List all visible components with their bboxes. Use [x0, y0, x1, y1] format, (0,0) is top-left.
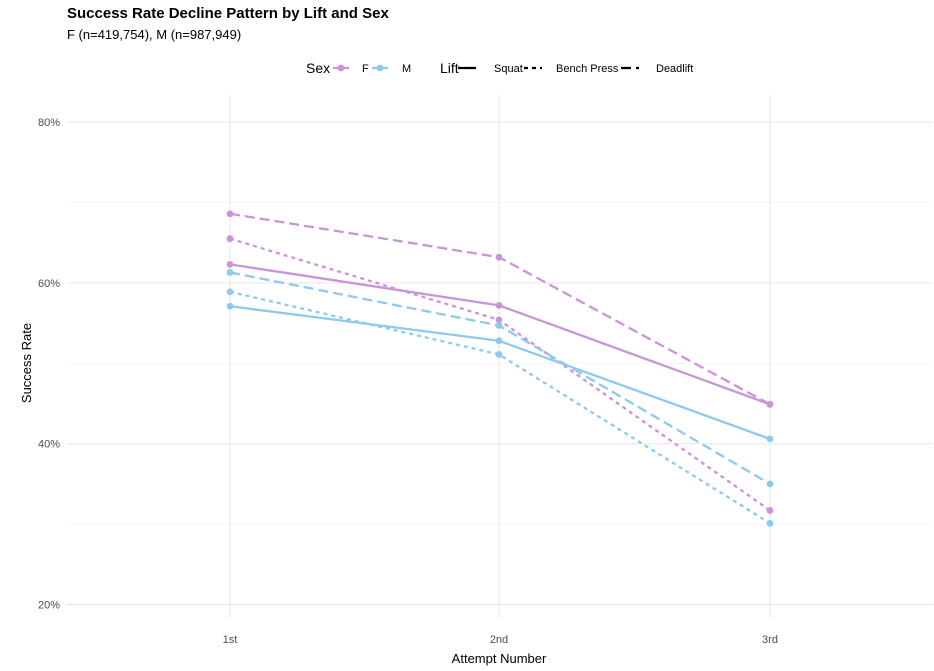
legend: Sex F M Lift Squat Bench Press Deadlift	[306, 60, 693, 76]
legend-label: F	[362, 63, 369, 75]
x-tick-label: 1st	[223, 634, 238, 646]
x-tick-label: 3rd	[762, 634, 778, 646]
chart-title: Success Rate Decline Pattern by Lift and…	[67, 5, 389, 22]
chart-subtitle: F (n=419,754), M (n=987,949)	[67, 27, 242, 42]
data-point	[495, 253, 503, 261]
axis-ticks: 20% 40% 60% 80% 1st 2nd 3rd	[38, 117, 778, 646]
y-tick-label: 60%	[38, 278, 60, 290]
data-point	[226, 235, 234, 243]
legend-key-point	[337, 64, 345, 72]
data-point	[226, 210, 234, 218]
data-point	[495, 316, 503, 324]
data-point	[495, 351, 503, 358]
series-group	[226, 210, 774, 527]
data-point	[766, 507, 774, 514]
data-point	[495, 337, 503, 345]
data-point	[495, 302, 503, 309]
data-point	[766, 400, 774, 408]
legend-label: M	[402, 63, 411, 75]
series-line-m-bench-press	[229, 290, 771, 525]
x-tick-label: 2nd	[490, 634, 508, 646]
data-point	[495, 322, 503, 329]
data-point	[766, 480, 774, 488]
legend-title-sex: Sex	[306, 60, 330, 76]
data-point	[226, 302, 234, 310]
legend-label: Bench Press	[556, 63, 619, 75]
data-point	[226, 269, 234, 276]
data-point	[766, 435, 774, 443]
y-tick-label: 80%	[38, 117, 60, 129]
series-line-f-squat	[229, 263, 771, 406]
y-tick-label: 40%	[38, 439, 60, 451]
x-axis-title: Attempt Number	[452, 651, 547, 666]
y-axis-title: Success Rate	[19, 323, 34, 403]
legend-label: Squat	[494, 63, 523, 75]
data-point	[766, 519, 774, 527]
data-point	[226, 261, 234, 268]
y-tick-label: 20%	[38, 600, 60, 612]
legend-title-lift: Lift	[440, 60, 459, 76]
legend-key-point	[376, 64, 384, 72]
legend-label: Deadlift	[656, 63, 693, 75]
data-point	[226, 288, 234, 296]
